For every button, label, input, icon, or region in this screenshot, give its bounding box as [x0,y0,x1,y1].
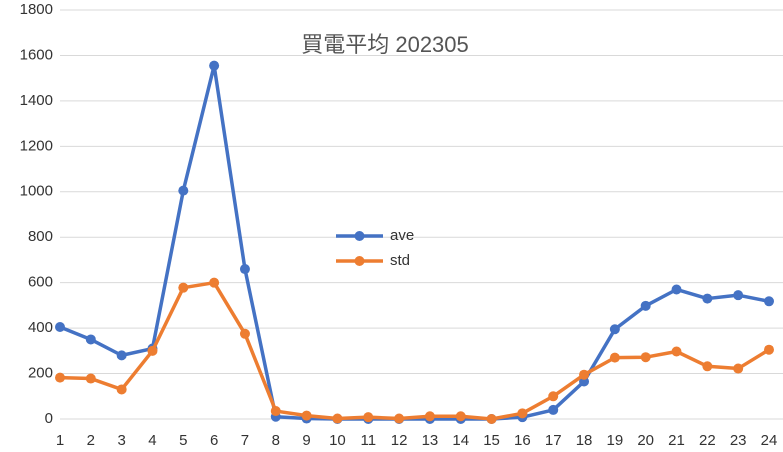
data-point [239,328,250,339]
data-point [671,284,682,295]
x-tick-label: 10 [329,432,346,449]
data-point [55,321,65,332]
y-tick-label: 1200 [20,137,53,154]
x-tick-label: 14 [452,432,469,449]
data-point [733,363,744,374]
data-point [178,282,189,293]
series-line [59,280,770,421]
data-point [301,410,312,421]
data-point [85,334,96,345]
data-point [764,344,774,355]
x-tick-label: 20 [637,432,654,449]
x-tick-label: 1 [56,432,64,449]
data-point [486,414,497,424]
data-point [733,290,744,301]
data-point [270,406,281,417]
data-point [85,373,96,384]
x-tick-label: 5 [179,432,187,449]
data-point [147,345,158,356]
data-point [178,185,189,196]
x-tick-label: 13 [422,432,439,449]
x-tick-label: 12 [391,432,408,449]
x-tick-label: 16 [514,432,531,449]
legend-label: std [390,252,410,269]
data-point [702,293,713,304]
y-tick-label: 1000 [20,183,53,200]
legend-label: ave [390,227,414,244]
data-point [548,391,559,402]
data-point [702,361,713,372]
y-tick-label: 400 [28,319,53,336]
y-tick-label: 1800 [20,1,53,18]
data-point [116,350,127,361]
data-point [394,413,405,424]
x-tick-label: 19 [607,432,624,449]
data-point [548,404,559,415]
data-point [424,411,435,422]
y-tick-label: 1600 [20,46,53,63]
data-point [209,60,220,71]
x-tick-label: 9 [302,432,310,449]
y-tick-label: 1400 [20,92,53,109]
x-tick-label: 7 [241,432,249,449]
x-tick-label: 8 [272,432,280,449]
x-tick-label: 21 [668,432,685,449]
x-tick-label: 11 [360,432,376,449]
data-point [363,412,374,423]
data-point [209,277,220,288]
y-tick-label: 800 [28,228,53,245]
y-tick-label: 200 [28,365,53,382]
x-tick-label: 2 [87,432,95,449]
legend-marker [354,256,365,266]
x-tick-label: 15 [483,432,500,449]
data-point [55,372,65,383]
y-tick-label: 0 [45,410,53,427]
data-point [455,411,466,422]
x-tick-label: 24 [761,432,778,449]
x-tick-label: 22 [699,432,716,449]
x-tick-label: 23 [730,432,747,449]
data-point [764,296,774,307]
x-tick-label: 18 [576,432,593,449]
data-point [116,384,127,395]
data-point [332,413,343,424]
chart-title: 買電平均 202305 [301,32,469,57]
x-tick-label: 3 [117,432,125,449]
x-tick-label: 17 [545,432,562,449]
data-point [609,324,620,335]
data-point [579,369,590,380]
data-point [239,264,250,275]
data-point [640,300,651,311]
y-tick-label: 600 [28,274,53,291]
x-tick-label: 4 [148,432,156,449]
x-tick-label: 6 [210,432,218,449]
data-point [609,352,620,363]
data-point [671,346,682,357]
data-point [640,352,651,363]
data-point [517,408,528,419]
legend-marker [354,231,365,241]
